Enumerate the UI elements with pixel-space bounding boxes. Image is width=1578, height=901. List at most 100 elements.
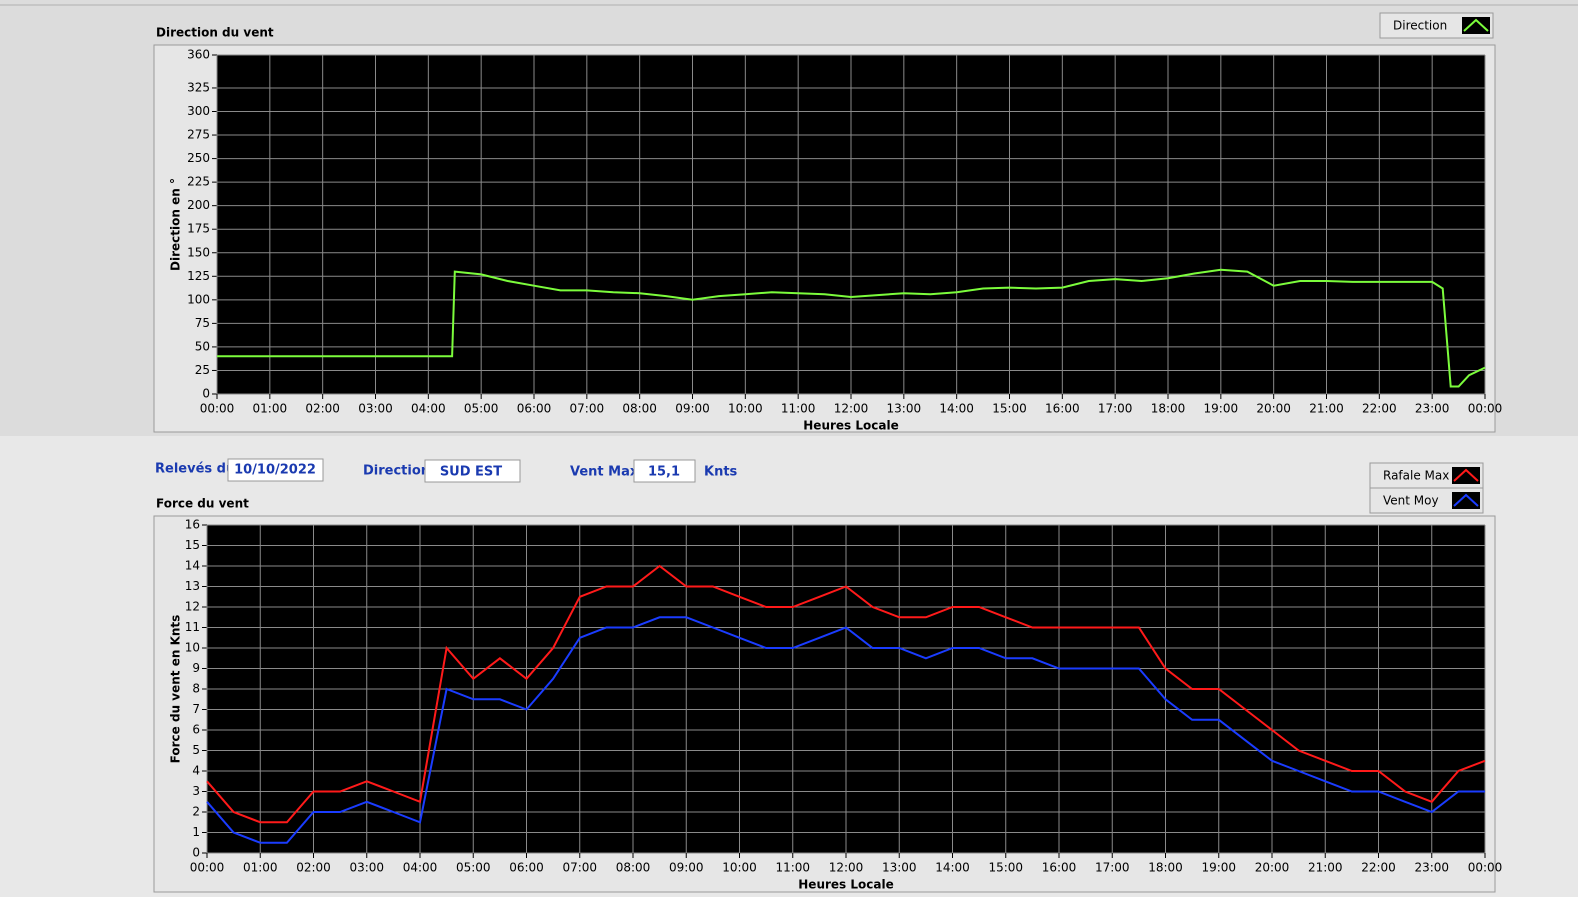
y-tick-label: 6 <box>192 723 200 737</box>
x-tick-label: 23:00 <box>1414 861 1449 875</box>
x-tick-label: 19:00 <box>1204 402 1239 416</box>
y-tick-label: 175 <box>187 222 210 236</box>
y-tick-label: 125 <box>187 269 210 283</box>
date-value: 10/10/2022 <box>234 463 316 478</box>
y-tick-label: 11 <box>185 620 200 634</box>
legend-swatch-bg <box>1452 467 1480 484</box>
x-tick-label: 04:00 <box>403 861 438 875</box>
x-tick-label: 00:00 <box>200 402 235 416</box>
y-tick-label: 16 <box>185 518 200 532</box>
x-tick-label: 12:00 <box>829 861 864 875</box>
x-tick-label: 23:00 <box>1415 402 1450 416</box>
y-tick-label: 4 <box>192 764 200 778</box>
y-tick-label: 5 <box>192 743 200 757</box>
x-tick-label: 14:00 <box>939 402 974 416</box>
x-tick-label: 20:00 <box>1255 861 1290 875</box>
data-line <box>206 616 1485 844</box>
x-tick-label: 04:00 <box>411 402 446 416</box>
x-tick-label: 05:00 <box>464 402 499 416</box>
x-tick-label: 15:00 <box>988 861 1023 875</box>
x-tick-label: 16:00 <box>1042 861 1077 875</box>
chart-title: Direction du vent <box>156 26 274 40</box>
y-tick-label: 275 <box>187 128 210 142</box>
x-axis-label: Heures Locale <box>798 878 893 892</box>
direction-label: Direction <box>363 464 430 479</box>
y-tick-label: 25 <box>195 363 210 377</box>
x-tick-label: 10:00 <box>728 402 763 416</box>
unit-label: Knts <box>704 465 738 480</box>
y-tick-label: 10 <box>185 641 200 655</box>
max-label: Vent Max <box>570 465 639 480</box>
x-tick-label: 08:00 <box>622 402 657 416</box>
y-tick-label: 300 <box>187 104 210 118</box>
data-line <box>217 268 1486 388</box>
y-tick-label: 75 <box>195 316 210 330</box>
x-tick-label: 02:00 <box>305 402 340 416</box>
legend-swatch <box>1453 468 1479 482</box>
x-tick-label: 07:00 <box>562 861 597 875</box>
data-line <box>206 564 1486 824</box>
x-tick-label: 00:00 <box>190 861 225 875</box>
y-tick-label: 14 <box>185 559 200 573</box>
x-tick-label: 02:00 <box>296 861 331 875</box>
x-tick-label: 11:00 <box>781 402 816 416</box>
x-tick-label: 20:00 <box>1256 402 1291 416</box>
legend-label: Direction <box>1393 19 1447 33</box>
y-tick-label: 12 <box>185 600 200 614</box>
y-tick-label: 0 <box>192 846 200 860</box>
x-tick-label: 17:00 <box>1098 402 1133 416</box>
y-tick-label: 3 <box>192 784 200 798</box>
y-axis-label: Direction en ° <box>169 178 183 271</box>
x-tick-label: 01:00 <box>243 861 278 875</box>
legend-label: Rafale Max <box>1383 469 1449 483</box>
y-tick-label: 250 <box>187 151 210 165</box>
y-tick-label: 100 <box>187 292 210 306</box>
x-tick-label: 09:00 <box>669 861 704 875</box>
legend-swatch-bg <box>1462 17 1490 34</box>
x-tick-label: 07:00 <box>570 402 605 416</box>
y-tick-label: 0 <box>202 387 210 401</box>
x-tick-label: 13:00 <box>882 861 917 875</box>
x-tick-label: 12:00 <box>834 402 869 416</box>
y-tick-label: 200 <box>187 198 210 212</box>
direction-field[interactable] <box>424 459 521 483</box>
date-field[interactable] <box>227 458 324 482</box>
x-tick-label: 21:00 <box>1309 402 1344 416</box>
max-value: 15,1 <box>648 465 680 480</box>
x-tick-label: 11:00 <box>775 861 810 875</box>
x-tick-label: 01:00 <box>253 402 288 416</box>
x-tick-label: 08:00 <box>616 861 651 875</box>
date-label: Relevés du <box>155 462 235 477</box>
y-tick-label: 8 <box>192 682 200 696</box>
x-tick-label: 22:00 <box>1361 861 1396 875</box>
x-tick-label: 09:00 <box>675 402 710 416</box>
x-tick-label: 00:00 <box>1468 402 1503 416</box>
x-tick-label: 13:00 <box>887 402 922 416</box>
y-tick-label: 150 <box>187 245 210 259</box>
legend-label: Vent Moy <box>1383 494 1439 508</box>
x-tick-label: 05:00 <box>456 861 491 875</box>
max-field[interactable] <box>633 459 696 483</box>
legend-swatch-bg <box>1452 492 1480 509</box>
x-tick-label: 15:00 <box>992 402 1027 416</box>
x-tick-label: 18:00 <box>1148 861 1183 875</box>
y-tick-label: 325 <box>187 80 210 94</box>
x-axis-label: Heures Locale <box>803 419 898 433</box>
legend-swatch <box>1463 18 1489 32</box>
y-tick-label: 360 <box>187 48 210 62</box>
y-tick-label: 225 <box>187 175 210 189</box>
x-tick-label: 00:00 <box>1468 861 1503 875</box>
x-tick-label: 03:00 <box>358 402 393 416</box>
y-tick-label: 2 <box>192 805 200 819</box>
y-tick-label: 15 <box>185 538 200 552</box>
x-tick-label: 21:00 <box>1308 861 1343 875</box>
x-tick-label: 03:00 <box>349 861 384 875</box>
x-tick-label: 10:00 <box>722 861 757 875</box>
x-tick-label: 16:00 <box>1045 402 1080 416</box>
y-tick-label: 1 <box>192 825 200 839</box>
y-tick-label: 13 <box>185 579 200 593</box>
chart-title: Force du vent <box>156 497 249 511</box>
legend-swatch <box>1453 493 1479 507</box>
x-tick-label: 06:00 <box>509 861 544 875</box>
